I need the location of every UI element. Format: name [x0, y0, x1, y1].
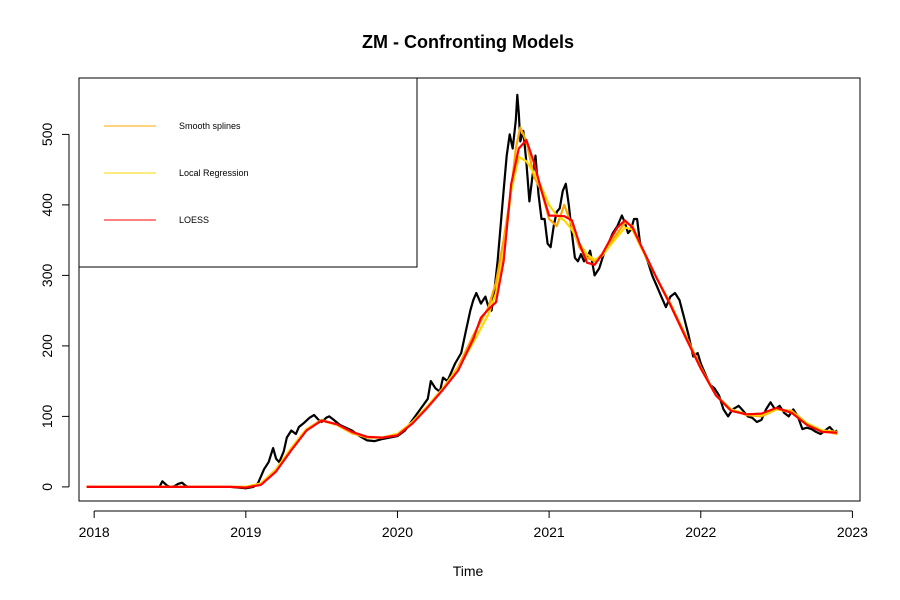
- legend-entries: Smooth splines Local Regression LOESS: [104, 121, 249, 225]
- y-tick-label: 100: [39, 405, 55, 429]
- legend-label: Local Regression: [179, 168, 249, 178]
- series-layer: [86, 93, 838, 490]
- legend-label: Smooth splines: [179, 121, 241, 131]
- y-tick-label: 0: [39, 483, 55, 491]
- legend-label: LOESS: [179, 215, 209, 225]
- axes-layer: 2018 2019 2020 2021 2022 2023 0 100 200 300 400 500: [39, 123, 868, 540]
- y-tick-label: 500: [39, 123, 55, 147]
- y-tick-label: 200: [39, 334, 55, 358]
- x-tick-label: 2023: [837, 524, 868, 540]
- x-tick-label: 2020: [382, 524, 413, 540]
- legend-box: [78, 77, 418, 268]
- x-tick-label: 2021: [534, 524, 565, 540]
- x-tick-label: 2019: [230, 524, 261, 540]
- plot-frame: [78, 77, 861, 502]
- series-line-loess: [86, 138, 838, 489]
- chart-title: ZM - Confronting Models: [362, 32, 574, 52]
- x-axis-title: Time: [453, 563, 484, 579]
- x-tick-label: 2022: [685, 524, 716, 540]
- x-tick-label: 2018: [79, 524, 110, 540]
- legend: Smooth splines Local Regression LOESS: [78, 77, 418, 268]
- y-tick-label: 400: [39, 193, 55, 217]
- y-tick-label: 300: [39, 264, 55, 288]
